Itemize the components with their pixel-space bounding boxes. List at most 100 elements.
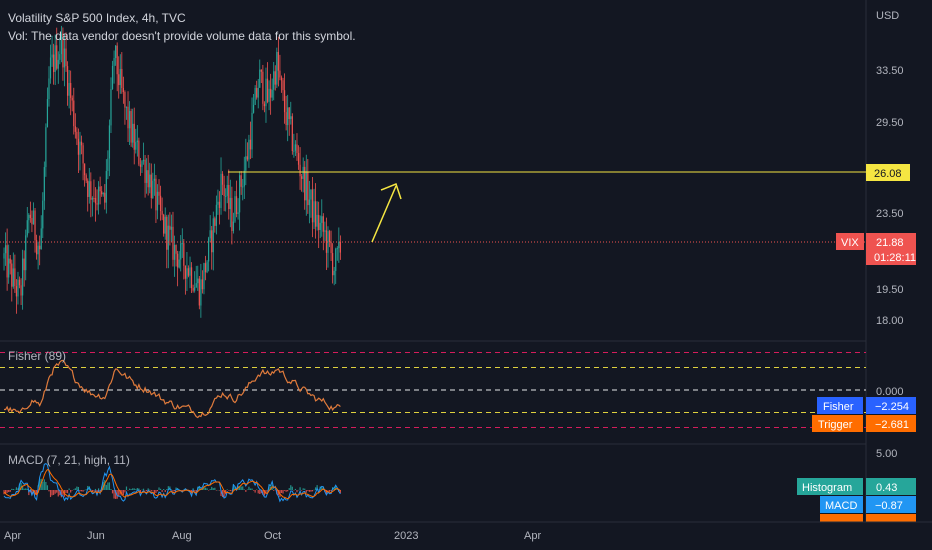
- candle-body: [209, 230, 211, 239]
- price-tick: 18.00: [876, 315, 904, 327]
- macd-histogram-bar: [51, 490, 53, 496]
- candle-body: [245, 156, 247, 171]
- candle: [147, 154, 149, 196]
- candle: [99, 176, 101, 205]
- macd-histogram-bar: [194, 490, 196, 491]
- candle: [248, 134, 250, 168]
- macd-histogram-bar: [243, 489, 245, 490]
- candle-body: [164, 216, 166, 234]
- hline-badge-value: 26.08: [874, 168, 902, 180]
- candle-body: [155, 178, 157, 211]
- macd-histogram-bar: [107, 482, 109, 490]
- macd-histogram-bar: [23, 488, 25, 490]
- macd-histogram-bar: [42, 481, 44, 490]
- macd-histogram-bar: [11, 488, 13, 490]
- candle-body: [46, 99, 49, 128]
- candle: [77, 128, 80, 174]
- candle-body: [35, 240, 38, 255]
- macd-histogram-bar: [297, 489, 300, 491]
- candle-body: [268, 88, 270, 102]
- candle: [252, 93, 255, 114]
- candle-body: [141, 161, 143, 167]
- candle: [198, 276, 200, 310]
- candle: [104, 184, 106, 210]
- candle: [107, 150, 109, 180]
- macd-histogram-bar: [65, 490, 67, 493]
- candle: [190, 262, 193, 294]
- candle: [82, 142, 84, 181]
- candle: [159, 185, 162, 221]
- candle: [214, 216, 216, 233]
- macd-histogram-bar: [257, 490, 259, 494]
- candle-body: [266, 78, 269, 102]
- macd-histogram-bar: [229, 490, 231, 492]
- candle: [328, 229, 331, 248]
- macd-label-text: MACD: [825, 500, 857, 512]
- candle-body: [11, 263, 13, 287]
- macd-histogram-bar: [288, 488, 290, 490]
- candle: [31, 210, 33, 233]
- fisher-layer: [0, 352, 866, 428]
- macd-histogram-bar: [77, 486, 80, 490]
- macd-histogram-bar: [22, 486, 24, 490]
- candle-body: [299, 164, 301, 177]
- macd-histogram-bar: [239, 486, 241, 490]
- candle-body: [97, 186, 100, 205]
- macd-histogram-bar: [6, 490, 8, 493]
- candle: [128, 101, 131, 146]
- candle: [37, 241, 39, 270]
- candle: [96, 189, 98, 211]
- arrow-annotation[interactable]: [371, 183, 402, 243]
- candle-body: [146, 170, 148, 183]
- macd-histogram-bar: [113, 490, 115, 499]
- price-tick: 33.50: [876, 65, 904, 77]
- candle: [146, 158, 148, 194]
- candle: [139, 157, 142, 176]
- candle: [150, 163, 152, 209]
- macd-histogram-bar: [105, 484, 107, 490]
- candle: [68, 70, 70, 109]
- candle: [215, 195, 217, 235]
- trigger-value-badge: [866, 415, 916, 432]
- candle-body: [257, 87, 259, 98]
- candle: [40, 215, 42, 250]
- candle-body: [48, 78, 50, 100]
- candle-body: [235, 196, 238, 215]
- candle: [11, 259, 13, 302]
- macd-histogram-bar: [132, 488, 134, 490]
- candle: [310, 189, 312, 218]
- candle: [35, 234, 38, 260]
- macd-histogram-bar: [133, 488, 135, 490]
- candle: [116, 42, 118, 92]
- candle: [336, 246, 338, 261]
- macd-histogram-bar: [79, 490, 81, 492]
- candle: [122, 76, 124, 104]
- candle-body: [43, 167, 45, 201]
- macd-histogram-bar: [252, 490, 255, 491]
- candle: [43, 161, 45, 210]
- candle: [232, 212, 235, 234]
- macd-histogram-bar: [314, 487, 317, 490]
- candle-body: [324, 230, 326, 232]
- macd-histogram-bar: [262, 490, 264, 496]
- candle-body: [197, 278, 199, 284]
- candle-body: [288, 107, 290, 120]
- candle-body: [53, 54, 55, 72]
- candle-body: [26, 220, 28, 236]
- candle-body: [84, 163, 86, 176]
- candle: [164, 207, 166, 240]
- macd-histogram-bar: [85, 489, 87, 490]
- candle-body: [94, 198, 97, 204]
- candle: [206, 260, 208, 274]
- candle: [229, 179, 231, 228]
- candle: [105, 159, 107, 214]
- candle-body: [252, 104, 255, 113]
- macd-histogram-bar: [195, 490, 197, 493]
- countdown-value: 01:28:11: [874, 252, 916, 264]
- hline-badge[interactable]: [866, 164, 910, 181]
- macd-histogram-bar: [149, 489, 151, 491]
- macd-histogram-bar: [71, 490, 73, 491]
- candle-body: [31, 217, 33, 225]
- histogram-label-text: Histogram: [802, 482, 852, 494]
- macd-histogram-bar: [302, 488, 304, 490]
